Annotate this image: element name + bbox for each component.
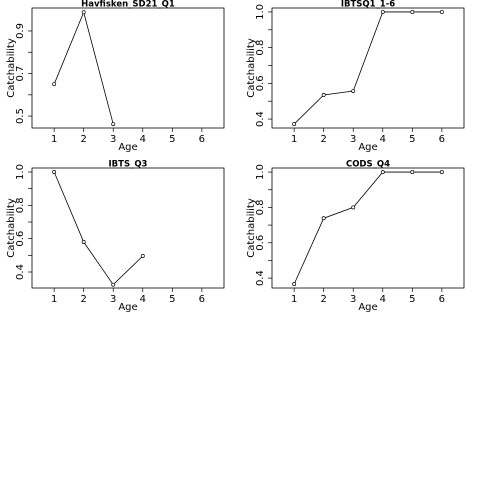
- plot-box: [31, 7, 225, 129]
- x-tick-label: 6: [199, 134, 205, 145]
- y-tick-label: 0.8: [255, 40, 266, 56]
- y-tick-label: 0.5: [15, 108, 26, 124]
- data-point: [321, 216, 326, 221]
- data-point: [439, 170, 444, 175]
- x-tick-label: 2: [321, 134, 327, 145]
- x-tick-label: 4: [380, 294, 386, 305]
- y-tick-label: 0.6: [15, 231, 26, 247]
- x-tick-label: 1: [291, 294, 297, 305]
- data-point: [111, 282, 116, 287]
- plot-box: [31, 167, 225, 289]
- x-tick-label: 5: [409, 134, 415, 145]
- y-tick-label: 0.6: [255, 235, 266, 251]
- data-point: [410, 170, 415, 175]
- x-tick-label: 3: [350, 294, 356, 305]
- data-point: [351, 89, 356, 93]
- y-tick-label: 0.4: [15, 264, 26, 280]
- x-tick-label: 4: [380, 134, 386, 145]
- data-point: [410, 9, 415, 14]
- x-tick-label: 3: [110, 294, 116, 305]
- data-point: [111, 122, 116, 127]
- y-tick-label: 1.0: [255, 4, 266, 20]
- x-tick-label: 3: [350, 134, 356, 145]
- x-axis-label: Age: [118, 142, 137, 153]
- y-axis-label: Catchability: [246, 198, 257, 258]
- data-point: [321, 93, 326, 97]
- x-tick-label: 3: [110, 134, 116, 145]
- data-point: [292, 282, 297, 287]
- data-point: [380, 170, 385, 175]
- data-point: [81, 10, 86, 15]
- data-point: [52, 82, 57, 87]
- x-tick-label: 2: [81, 294, 87, 305]
- x-axis-label: Age: [358, 142, 377, 153]
- y-tick-label: 0.9: [15, 23, 26, 39]
- x-tick-label: 2: [321, 294, 327, 305]
- x-tick-label: 2: [81, 134, 87, 145]
- y-axis-label: Catchability: [6, 198, 17, 258]
- data-line: [293, 11, 442, 125]
- y-tick-label: 0.6: [255, 75, 266, 91]
- x-axis-label: Age: [358, 302, 377, 313]
- y-tick-label: 0.8: [15, 197, 26, 213]
- x-tick-label: 1: [51, 294, 57, 305]
- panel-title: Havfisken_SD21_Q1: [81, 0, 175, 10]
- y-axis-label: Catchability: [6, 38, 17, 98]
- data-point: [351, 205, 356, 210]
- y-axis-label: Catchability: [246, 38, 257, 98]
- panel-title: CODS_Q4: [346, 160, 390, 170]
- x-tick-label: 6: [439, 134, 445, 145]
- x-tick-label: 5: [409, 294, 415, 305]
- data-line: [53, 171, 144, 286]
- panel-title: IBTS_Q3: [109, 160, 148, 170]
- panel-title: IBTSQ1_1-6: [341, 0, 395, 10]
- x-tick-label: 1: [291, 134, 297, 145]
- x-tick-label: 6: [199, 294, 205, 305]
- data-line: [53, 11, 114, 125]
- data-point: [52, 170, 57, 174]
- x-tick-label: 5: [169, 134, 175, 145]
- x-tick-label: 4: [140, 134, 146, 145]
- data-point: [140, 254, 145, 258]
- y-tick-label: 0.8: [255, 199, 266, 215]
- data-point: [439, 9, 444, 14]
- x-tick-label: 1: [51, 134, 57, 145]
- x-tick-label: 4: [140, 294, 146, 305]
- data-point: [292, 122, 297, 127]
- y-tick-label: 0.4: [255, 111, 266, 127]
- data-line: [293, 171, 442, 285]
- y-tick-label: 0.4: [255, 270, 266, 286]
- x-axis-label: Age: [118, 302, 137, 313]
- y-tick-label: 1.0: [15, 164, 26, 180]
- y-tick-label: 1.0: [255, 164, 266, 180]
- x-tick-label: 6: [439, 294, 445, 305]
- data-point: [81, 240, 86, 244]
- y-tick-label: 0.7: [15, 66, 26, 82]
- x-tick-label: 5: [169, 294, 175, 305]
- plot-box: [271, 7, 465, 129]
- data-point: [380, 9, 385, 14]
- plot-box: [271, 167, 465, 289]
